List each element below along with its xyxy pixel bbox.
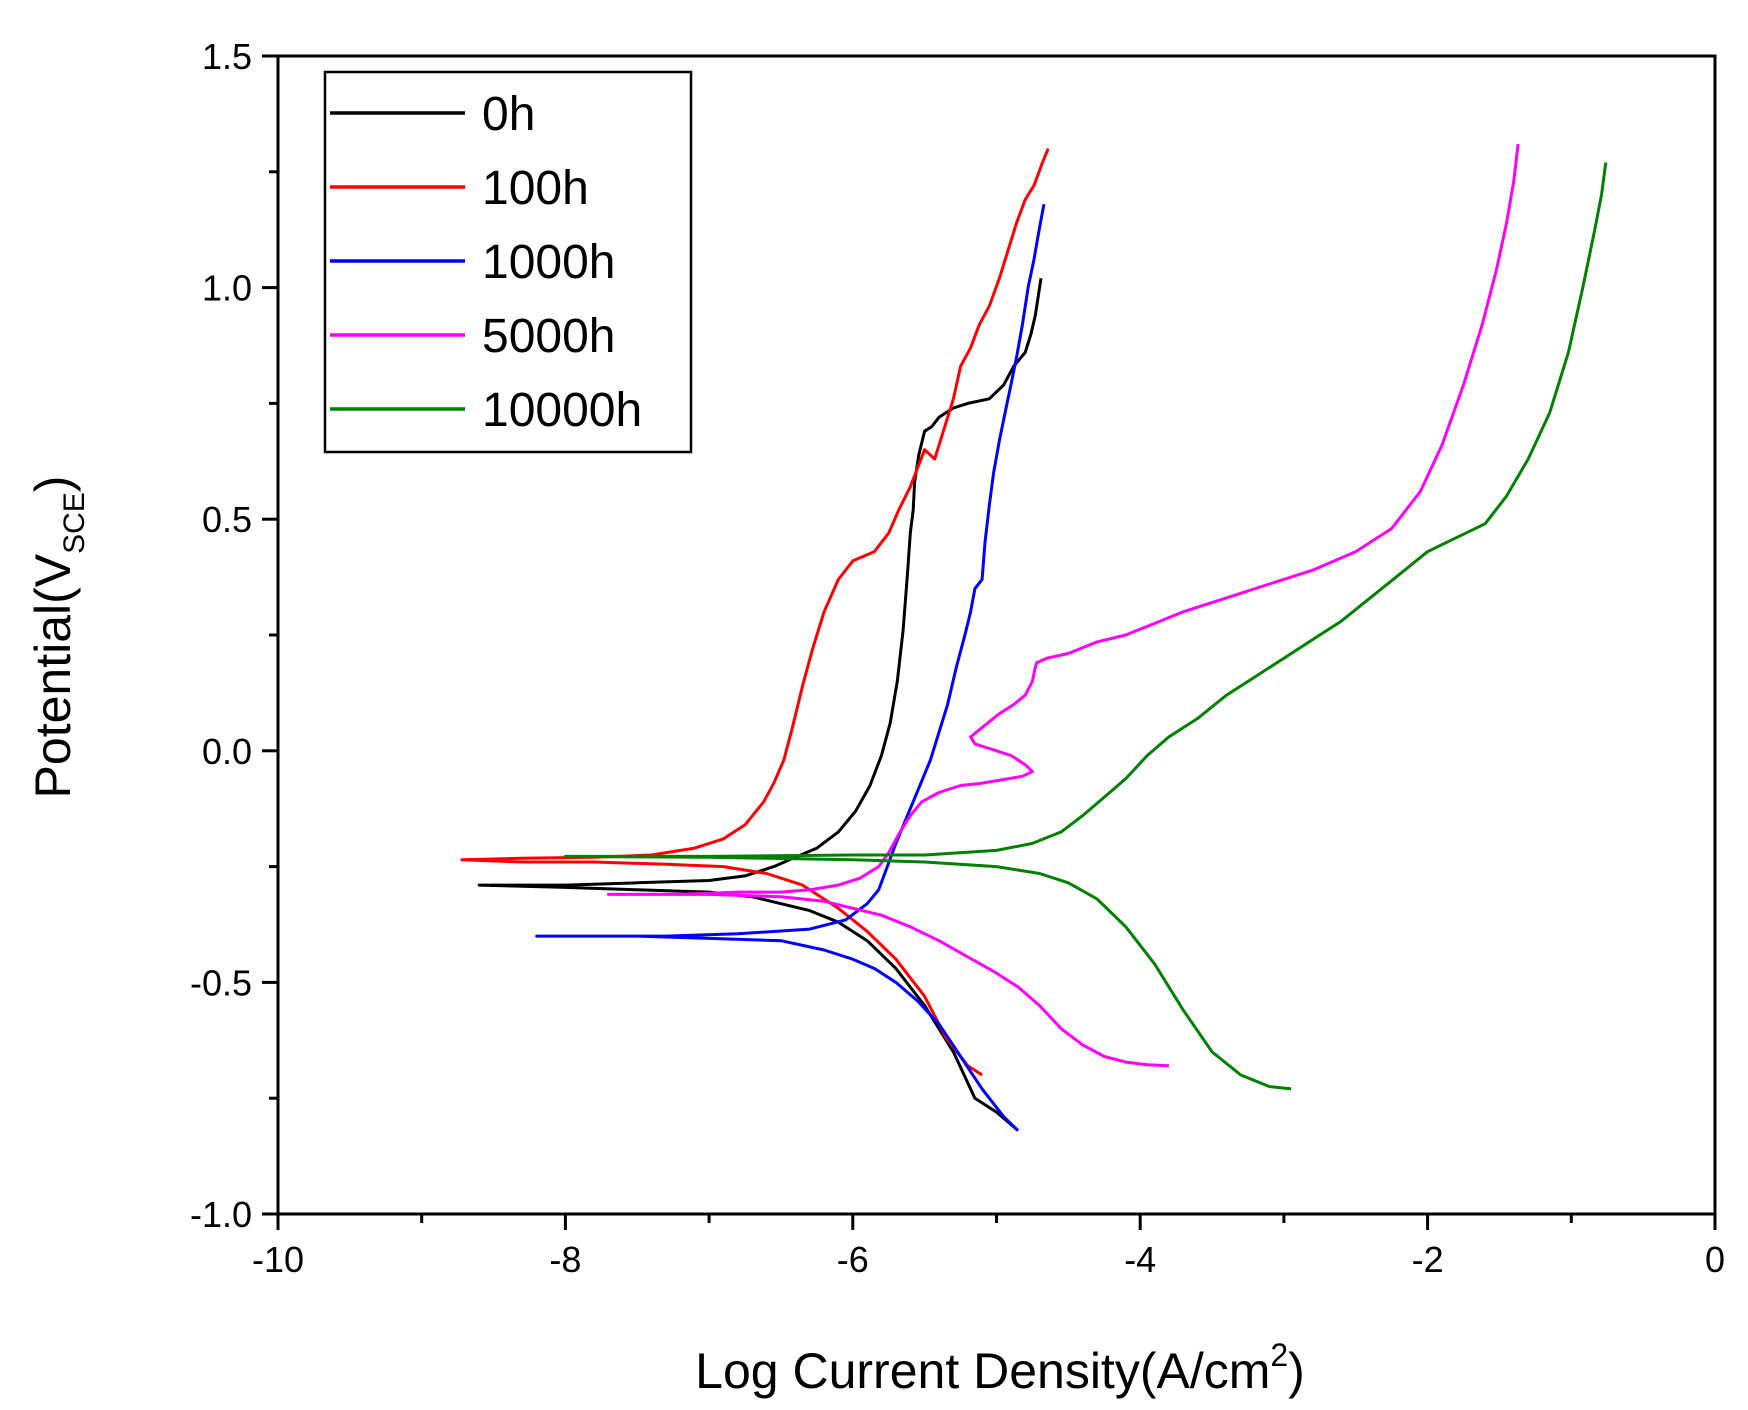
x-tick-labels: -10 -8 -6 -4 -2 0 <box>252 1239 1725 1280</box>
legend-label-100h: 100h <box>482 162 589 215</box>
series-line-10000h <box>563 162 1608 1091</box>
y-axis-title: Potential(VSCE) <box>25 476 91 799</box>
x-tick-label: -2 <box>1412 1239 1444 1280</box>
legend: 0h 100h 1000h 5000h 10000h <box>323 70 693 454</box>
x-tick-label: -8 <box>549 1239 581 1280</box>
x-tick-label: -6 <box>837 1239 869 1280</box>
x-tick-label: -10 <box>252 1239 304 1280</box>
y-tick-label: 1.5 <box>202 36 252 77</box>
y-tick-labels: -1.0 -0.5 0.0 0.5 1.0 1.5 <box>190 36 252 1235</box>
axis-ticks <box>262 54 1717 1230</box>
y-tick-label: -1.0 <box>190 1194 252 1235</box>
x-axis-title: Log Current Density(A/cm2) <box>695 1337 1305 1399</box>
y-tick-label: -0.5 <box>190 962 252 1003</box>
legend-label-1000h: 1000h <box>482 236 615 289</box>
x-tick-label: 0 <box>1705 1239 1725 1280</box>
y-tick-label: 0.5 <box>202 499 252 540</box>
x-tick-label: -4 <box>1124 1239 1156 1280</box>
series-line-5000h <box>607 143 1520 1068</box>
series-line-100h <box>460 148 1050 1077</box>
data-series <box>460 143 1608 1132</box>
series-line-0h <box>477 278 1043 1132</box>
legend-label-5000h: 5000h <box>482 310 615 363</box>
y-tick-label: 0.0 <box>202 731 252 772</box>
legend-label-0h: 0h <box>482 88 535 141</box>
legend-label-10000h: 10000h <box>482 384 642 437</box>
y-tick-label: 1.0 <box>202 268 252 309</box>
